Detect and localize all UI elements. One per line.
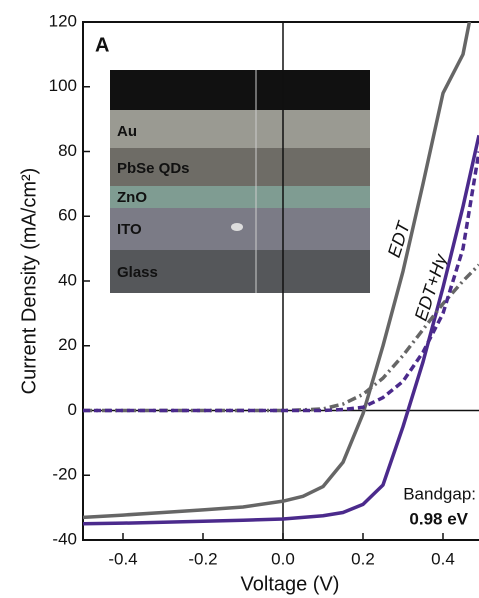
inset-label: Glass [117, 264, 158, 281]
inset-layer [110, 186, 370, 208]
y-tick-label: 0 [68, 400, 77, 419]
y-tick-label: 20 [58, 335, 77, 354]
inset-layer [110, 110, 370, 148]
y-axis-label: Current Density (mA/cm²) [18, 168, 40, 395]
annotation: 0.98 eV [409, 509, 468, 528]
panel-label: A [95, 34, 109, 56]
y-tick-label: 40 [58, 270, 77, 289]
inset-image: Au PbSe QDs ZnO ITO Glass [110, 70, 370, 293]
y-tick-label: 100 [49, 76, 77, 95]
x-tick-label: -0.2 [188, 549, 217, 568]
y-tick-label: -20 [52, 465, 77, 484]
x-tick-label: -0.4 [108, 549, 137, 568]
y-tick-label: 120 [49, 11, 77, 30]
annotation: Bandgap: [403, 484, 476, 503]
x-tick-label: 0.4 [431, 549, 455, 568]
annotation: EDT+Hy [411, 251, 452, 323]
inset-label: Au [117, 123, 137, 140]
y-tick-label: 60 [58, 206, 77, 225]
chart: Current Density (mA/cm²) Voltage (V) A A… [0, 0, 479, 598]
inset-label: ITO [117, 221, 142, 238]
x-tick-label: 0.0 [271, 549, 295, 568]
x-tick-label: 0.2 [351, 549, 375, 568]
y-tick-label: -40 [52, 529, 77, 548]
inset-layer [110, 70, 370, 110]
x-axis-label: Voltage (V) [241, 573, 340, 595]
inset-label: PbSe QDs [117, 160, 190, 177]
y-tick-label: 80 [58, 141, 77, 160]
inset-label: ZnO [117, 189, 147, 206]
inset-particle [231, 223, 243, 231]
